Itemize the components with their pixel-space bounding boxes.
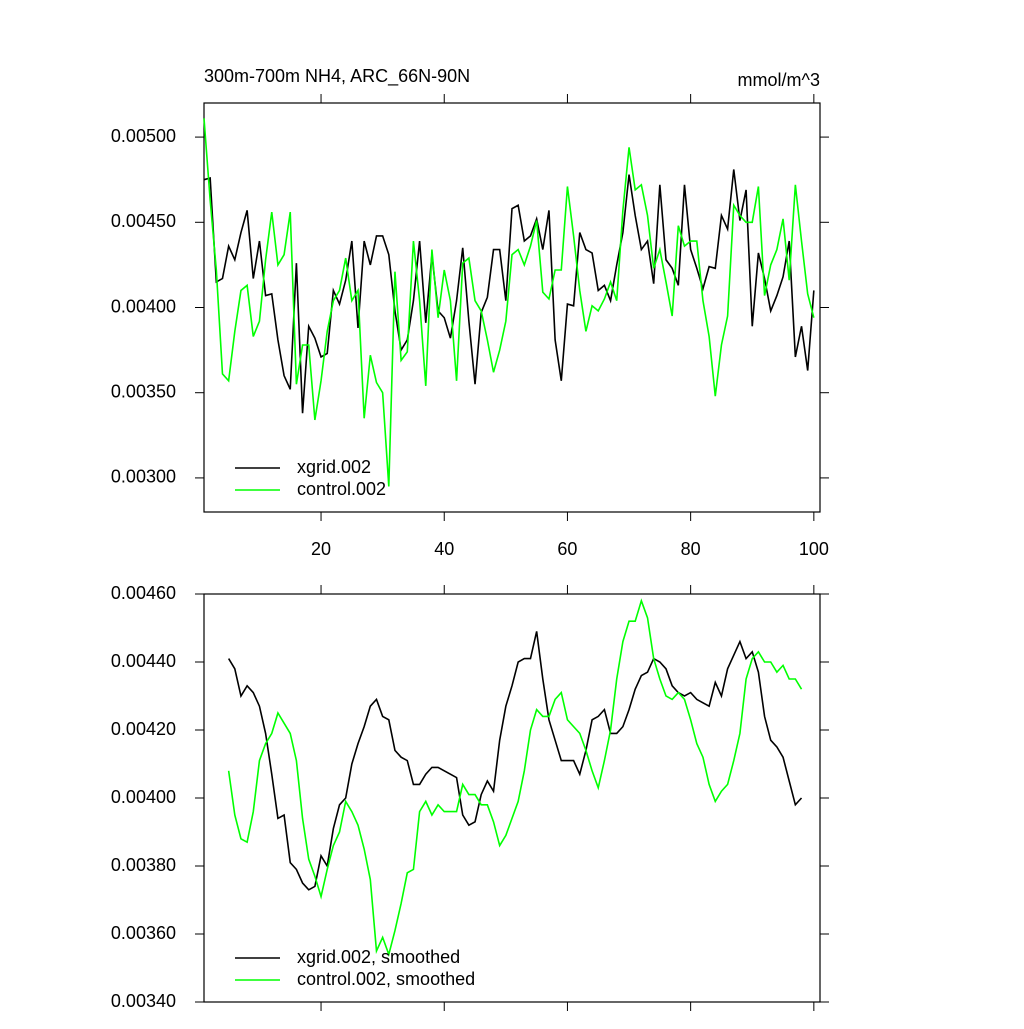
x-tick-label: 60 xyxy=(557,539,577,559)
unit-label: mmol/m^3 xyxy=(738,70,820,90)
y-tick-label: 0.00340 xyxy=(111,991,176,1011)
legend-label: xgrid.002 xyxy=(297,457,371,477)
y-tick-label: 0.00400 xyxy=(111,787,176,807)
y-tick-label: 0.00460 xyxy=(111,583,176,603)
legend-label: xgrid.002, smoothed xyxy=(297,947,460,967)
chart-title: 300m-700m NH4, ARC_66N-90N xyxy=(204,66,470,87)
y-tick-label: 0.00350 xyxy=(111,381,176,401)
series-line xyxy=(203,169,815,414)
y-tick-label: 0.00360 xyxy=(111,923,176,943)
series-line xyxy=(227,631,803,891)
y-tick-label: 0.00380 xyxy=(111,855,176,875)
y-tick-label: 0.00420 xyxy=(111,719,176,739)
x-tick-label: 80 xyxy=(681,539,701,559)
x-tick-label: 20 xyxy=(311,539,331,559)
y-tick-label: 0.00450 xyxy=(111,211,176,231)
legend-label: control.002 xyxy=(297,479,386,499)
series-line xyxy=(227,598,803,958)
legend-label: control.002, smoothed xyxy=(297,969,475,989)
y-tick-label: 0.00440 xyxy=(111,651,176,671)
series-line xyxy=(203,118,815,487)
plot-frame xyxy=(203,593,821,1003)
y-tick-label: 0.00300 xyxy=(111,467,176,487)
y-tick-label: 0.00500 xyxy=(111,126,176,146)
x-tick-label: 40 xyxy=(434,539,454,559)
y-tick-label: 0.00400 xyxy=(111,296,176,316)
x-tick-label: 100 xyxy=(799,539,829,559)
